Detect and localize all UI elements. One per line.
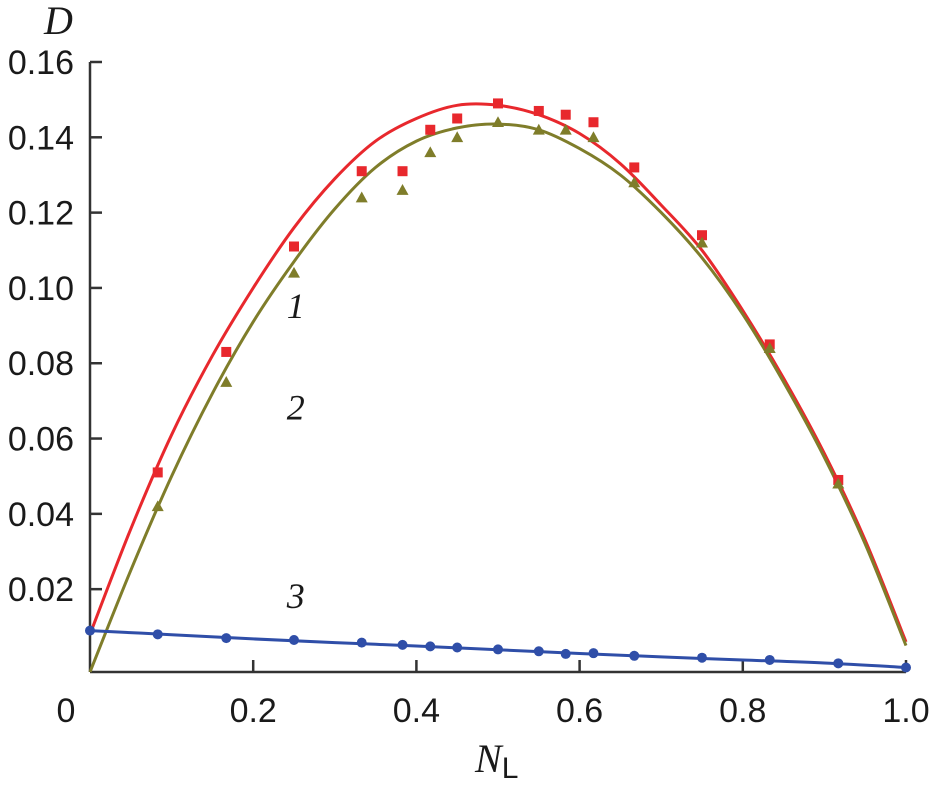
data-point-series-3 bbox=[356, 637, 367, 648]
data-point-series-2 bbox=[587, 131, 600, 143]
x-axis-title-subscript: L bbox=[502, 752, 519, 785]
x-tick-label: 0.6 bbox=[556, 692, 603, 730]
y-tick-label: 0.10 bbox=[8, 270, 74, 308]
y-tick-label: 0.14 bbox=[8, 119, 74, 157]
data-point-series-2 bbox=[628, 176, 641, 188]
data-point-series-2 bbox=[151, 500, 164, 512]
y-tick-label: 0.16 bbox=[8, 44, 74, 82]
data-point-series-3 bbox=[560, 648, 571, 659]
data-point-series-2 bbox=[355, 191, 368, 203]
data-point-series-3 bbox=[764, 654, 775, 665]
data-point-series-3 bbox=[629, 650, 640, 661]
data-markers bbox=[85, 98, 911, 673]
data-point-series-1 bbox=[397, 166, 408, 177]
data-point-series-2 bbox=[451, 131, 464, 143]
data-point-series-2 bbox=[696, 236, 708, 248]
x-axis-title-main: N bbox=[474, 736, 504, 781]
data-point-series-1 bbox=[697, 230, 707, 241]
y-tick-label: 0.06 bbox=[8, 421, 74, 459]
data-point-series-3 bbox=[289, 634, 299, 645]
data-point-series-1 bbox=[221, 346, 232, 357]
y-axis-title: D bbox=[43, 0, 73, 43]
data-point-series-2 bbox=[396, 184, 409, 195]
data-point-series-3 bbox=[221, 633, 232, 644]
data-point-series-1 bbox=[533, 105, 544, 116]
fit-curves bbox=[88, 102, 908, 673]
x-axis-title: NL bbox=[474, 736, 518, 785]
data-point-series-3 bbox=[152, 629, 163, 640]
x-tick-label: 1.0 bbox=[882, 692, 929, 730]
axes: 0.020.040.060.080.100.120.140.16 0.2 0.4 0… bbox=[8, 44, 930, 730]
data-point-series-1 bbox=[289, 241, 299, 252]
x-ticks: 0.2 0.4 0.6 0.8 1.0 bbox=[230, 660, 930, 730]
data-point-series-2 bbox=[492, 116, 504, 128]
data-point-series-3 bbox=[397, 639, 408, 650]
fit-curve-series-1 bbox=[88, 102, 908, 643]
curve-label-2: 2 bbox=[287, 388, 305, 428]
data-point-series-1 bbox=[356, 166, 367, 177]
x-tick-label: 0.8 bbox=[719, 692, 766, 730]
x-tick-label: 0.2 bbox=[230, 692, 277, 730]
data-point-series-3 bbox=[697, 652, 707, 663]
data-point-series-1 bbox=[425, 124, 436, 135]
data-point-series-1 bbox=[629, 162, 640, 173]
y-tick-label: 0.08 bbox=[8, 345, 74, 383]
fit-curve-series-2 bbox=[88, 122, 908, 673]
curve-label-1: 1 bbox=[287, 286, 305, 326]
data-point-series-1 bbox=[493, 98, 503, 109]
curve-labels: 1 2 3 bbox=[286, 286, 305, 616]
y-ticks: 0.02 0.04 0.06 0.08 0.10 0.12 0.14 0.16 bbox=[8, 44, 102, 609]
y-tick-label: 0.02 bbox=[8, 571, 74, 609]
data-point-series-2 bbox=[220, 376, 233, 387]
data-point-series-3 bbox=[833, 658, 844, 669]
data-point-series-2 bbox=[763, 342, 776, 353]
data-point-series-1 bbox=[152, 467, 163, 478]
x-origin-label: 0 bbox=[57, 692, 76, 730]
x-tick-label: 0.4 bbox=[393, 692, 440, 730]
data-point-series-3 bbox=[533, 646, 544, 657]
y-tick-label: 0.04 bbox=[8, 496, 74, 534]
data-point-series-2 bbox=[288, 266, 300, 278]
data-point-series-1 bbox=[560, 109, 571, 120]
data-point-series-3 bbox=[901, 662, 911, 673]
data-point-series-1 bbox=[452, 113, 463, 124]
data-point-series-3 bbox=[425, 641, 436, 652]
curve-label-3: 3 bbox=[286, 576, 305, 616]
data-point-series-2 bbox=[559, 123, 572, 135]
data-point-series-3 bbox=[493, 644, 503, 655]
data-point-series-3 bbox=[452, 642, 463, 653]
data-point-series-3 bbox=[85, 625, 95, 636]
data-point-series-2 bbox=[424, 146, 437, 158]
data-point-series-2 bbox=[532, 123, 545, 135]
y-tick-label: 0.12 bbox=[8, 195, 74, 233]
data-point-series-2 bbox=[832, 477, 845, 489]
data-point-series-3 bbox=[588, 648, 599, 659]
data-point-series-1 bbox=[588, 117, 599, 128]
